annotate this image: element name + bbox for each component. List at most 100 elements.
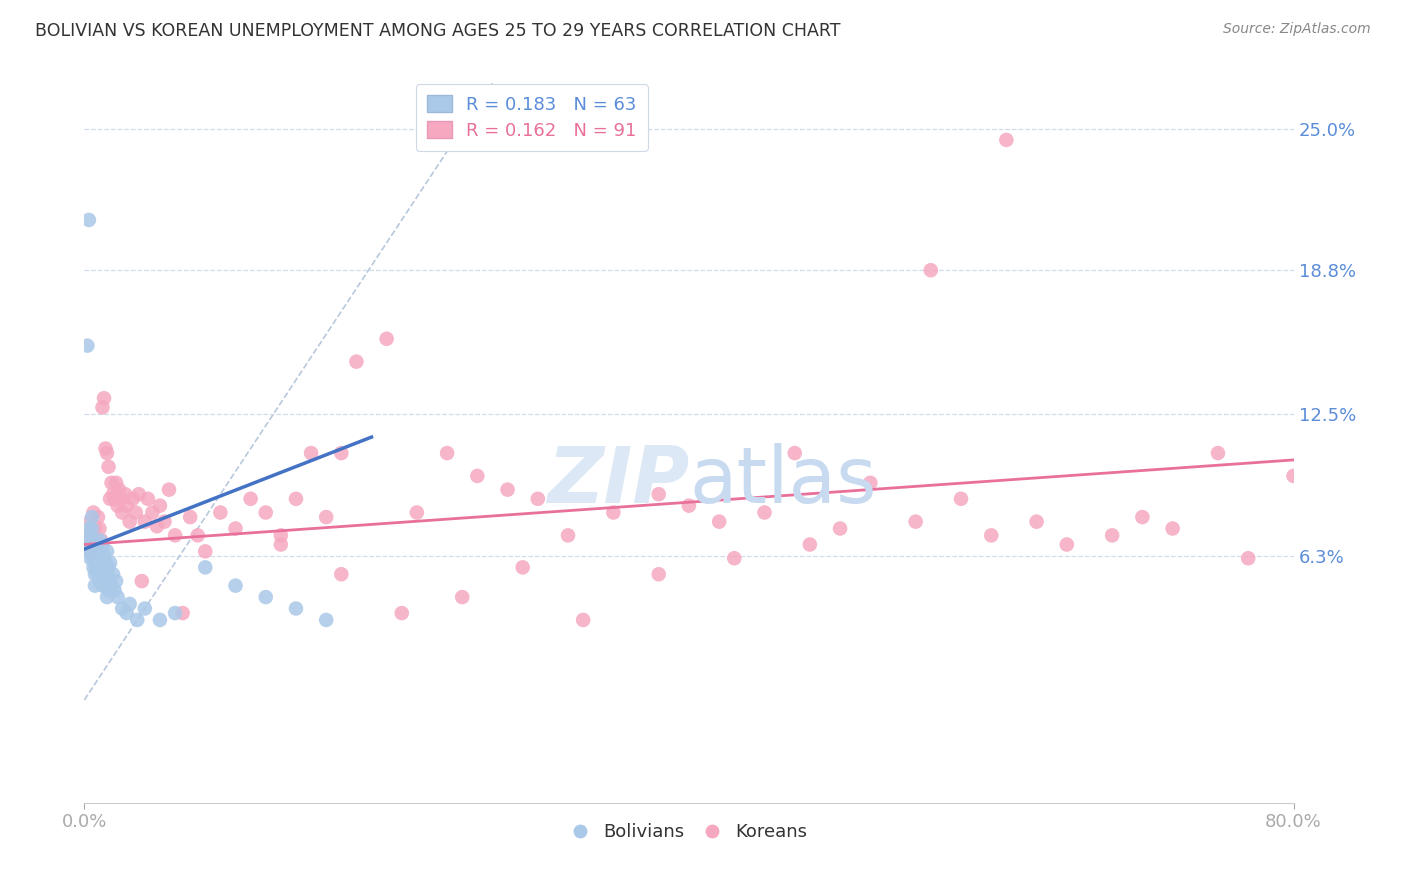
Point <box>146 519 169 533</box>
Point <box>557 528 579 542</box>
Point <box>79 515 101 529</box>
Point <box>496 483 519 497</box>
Point <box>225 579 247 593</box>
Point <box>330 446 353 460</box>
Point <box>87 510 110 524</box>
Point <box>111 601 134 615</box>
Point <box>82 551 104 566</box>
Point <box>131 574 153 588</box>
Point <box>105 475 128 490</box>
Point <box>89 533 111 547</box>
Point <box>799 537 821 551</box>
Point <box>125 506 148 520</box>
Point <box>114 487 136 501</box>
Point <box>98 491 121 506</box>
Point <box>104 491 127 506</box>
Point <box>950 491 973 506</box>
Point <box>375 332 398 346</box>
Point <box>315 613 337 627</box>
Point <box>91 560 114 574</box>
Point <box>80 521 103 535</box>
Point <box>96 446 118 460</box>
Point <box>90 567 112 582</box>
Point <box>84 544 107 558</box>
Point <box>904 515 927 529</box>
Point <box>84 567 107 582</box>
Point <box>77 544 100 558</box>
Point <box>467 469 489 483</box>
Point <box>94 556 117 570</box>
Point <box>75 537 97 551</box>
Point <box>86 544 108 558</box>
Text: atlas: atlas <box>689 443 876 519</box>
Point <box>84 579 107 593</box>
Point <box>299 446 322 460</box>
Point <box>86 537 108 551</box>
Point <box>270 537 292 551</box>
Point <box>93 567 115 582</box>
Point <box>100 579 122 593</box>
Point <box>79 537 101 551</box>
Point <box>101 487 124 501</box>
Point <box>995 133 1018 147</box>
Point <box>225 521 247 535</box>
Point <box>136 491 159 506</box>
Point <box>153 515 176 529</box>
Point <box>1056 537 1078 551</box>
Point <box>76 544 98 558</box>
Point <box>149 613 172 627</box>
Point <box>111 506 134 520</box>
Point <box>86 560 108 574</box>
Point <box>187 528 209 542</box>
Point <box>91 537 114 551</box>
Point <box>93 391 115 405</box>
Point <box>115 499 138 513</box>
Point <box>98 556 121 570</box>
Point <box>406 506 429 520</box>
Point <box>134 601 156 615</box>
Point <box>90 544 112 558</box>
Point <box>94 442 117 456</box>
Point <box>104 583 127 598</box>
Point <box>87 567 110 582</box>
Point <box>97 560 120 574</box>
Point <box>134 515 156 529</box>
Point <box>91 401 114 415</box>
Point <box>80 510 103 524</box>
Point <box>80 533 103 547</box>
Point <box>859 475 882 490</box>
Point <box>82 537 104 551</box>
Point <box>121 491 143 506</box>
Point <box>105 574 128 588</box>
Point <box>648 567 671 582</box>
Point <box>96 544 118 558</box>
Point <box>723 551 745 566</box>
Point <box>1025 515 1047 529</box>
Point <box>346 354 368 368</box>
Point <box>285 601 308 615</box>
Point <box>678 499 700 513</box>
Point <box>96 567 118 582</box>
Point <box>1101 528 1123 542</box>
Point <box>194 544 217 558</box>
Point <box>86 556 108 570</box>
Text: Source: ZipAtlas.com: Source: ZipAtlas.com <box>1223 22 1371 37</box>
Point <box>830 521 852 535</box>
Point <box>101 567 124 582</box>
Text: BOLIVIAN VS KOREAN UNEMPLOYMENT AMONG AGES 25 TO 29 YEARS CORRELATION CHART: BOLIVIAN VS KOREAN UNEMPLOYMENT AMONG AG… <box>35 22 841 40</box>
Point <box>920 263 942 277</box>
Point <box>110 491 132 506</box>
Point <box>1206 446 1229 460</box>
Point <box>107 499 129 513</box>
Point <box>115 606 138 620</box>
Point <box>602 506 624 520</box>
Point <box>1130 510 1153 524</box>
Point <box>239 491 262 506</box>
Point <box>1161 521 1184 535</box>
Point <box>783 446 806 460</box>
Point <box>100 475 122 490</box>
Point <box>80 544 103 558</box>
Point <box>270 528 292 542</box>
Point <box>512 560 534 574</box>
Point <box>108 483 131 497</box>
